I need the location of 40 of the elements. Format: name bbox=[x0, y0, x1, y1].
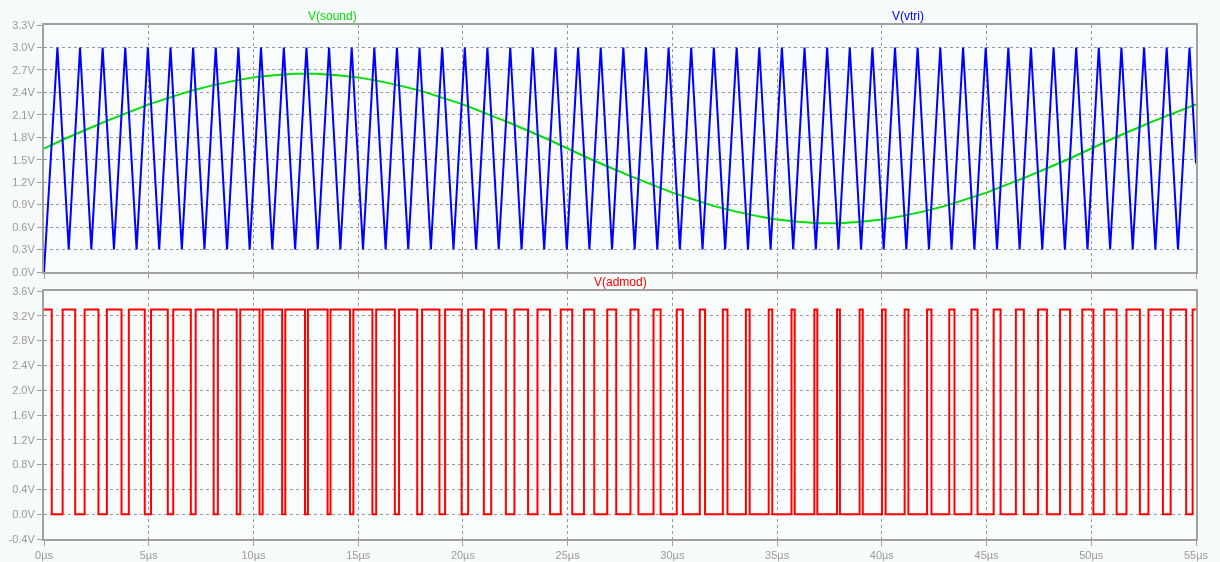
y-tick-label: 0.6V bbox=[12, 220, 36, 233]
x-tick-label: 55µs bbox=[1183, 549, 1209, 562]
y-tick-label: 1.8V bbox=[12, 131, 36, 144]
y-tick-label: 0.0V bbox=[12, 265, 36, 278]
y-tick-label: 1.2V bbox=[12, 433, 36, 446]
y-tick-label: 3.2V bbox=[12, 309, 36, 322]
y-tick-label: 1.6V bbox=[12, 408, 36, 421]
y-tick-label: 0.9V bbox=[12, 198, 36, 211]
text: V(vtri) bbox=[892, 9, 924, 23]
x-tick-label: 25µs bbox=[555, 549, 581, 562]
line-series bbox=[44, 72, 1196, 225]
y-tick-label: 2.4V bbox=[12, 86, 36, 99]
y-tick-label: 2.1V bbox=[12, 108, 36, 121]
y-tick-label: -0.4V bbox=[8, 532, 36, 545]
x-tick-label: 50µs bbox=[1079, 549, 1104, 562]
x-tick-label: 40µs bbox=[869, 549, 895, 562]
y-tick-label: 3.6V bbox=[12, 284, 36, 297]
x-tick-label: 45µs bbox=[974, 549, 1000, 562]
x-tick-label: 15µs bbox=[346, 549, 371, 562]
x-tick-label: 0µs bbox=[35, 549, 54, 562]
y-tick-label: 2.8V bbox=[12, 334, 36, 347]
y-tick-label: 3.3V bbox=[12, 18, 36, 31]
y-tick-label: 2.7V bbox=[12, 63, 36, 76]
x-tick-label: 10µs bbox=[241, 549, 266, 562]
y-tick-label: 0.8V bbox=[12, 458, 36, 471]
y-tick-label: 0.0V bbox=[12, 508, 36, 521]
x-tick-label: 30µs bbox=[660, 549, 685, 562]
line-series bbox=[44, 46, 1196, 272]
y-tick-label: 0.4V bbox=[12, 483, 36, 496]
x-tick-label: 20µs bbox=[450, 549, 476, 562]
y-tick-label: 3.0V bbox=[12, 41, 36, 54]
series-label: V(admod) bbox=[594, 275, 647, 289]
y-tick-label: 1.2V bbox=[12, 176, 36, 189]
y-tick-label: 2.4V bbox=[12, 359, 36, 372]
text: V(sound) bbox=[308, 9, 357, 23]
y-tick-label: 1.5V bbox=[12, 153, 36, 166]
x-tick-label: 5µs bbox=[139, 549, 159, 562]
x-tick-label: 35µs bbox=[765, 549, 790, 562]
y-tick-label: 2.0V bbox=[12, 384, 36, 397]
y-tick-label: 0.3V bbox=[12, 243, 36, 256]
